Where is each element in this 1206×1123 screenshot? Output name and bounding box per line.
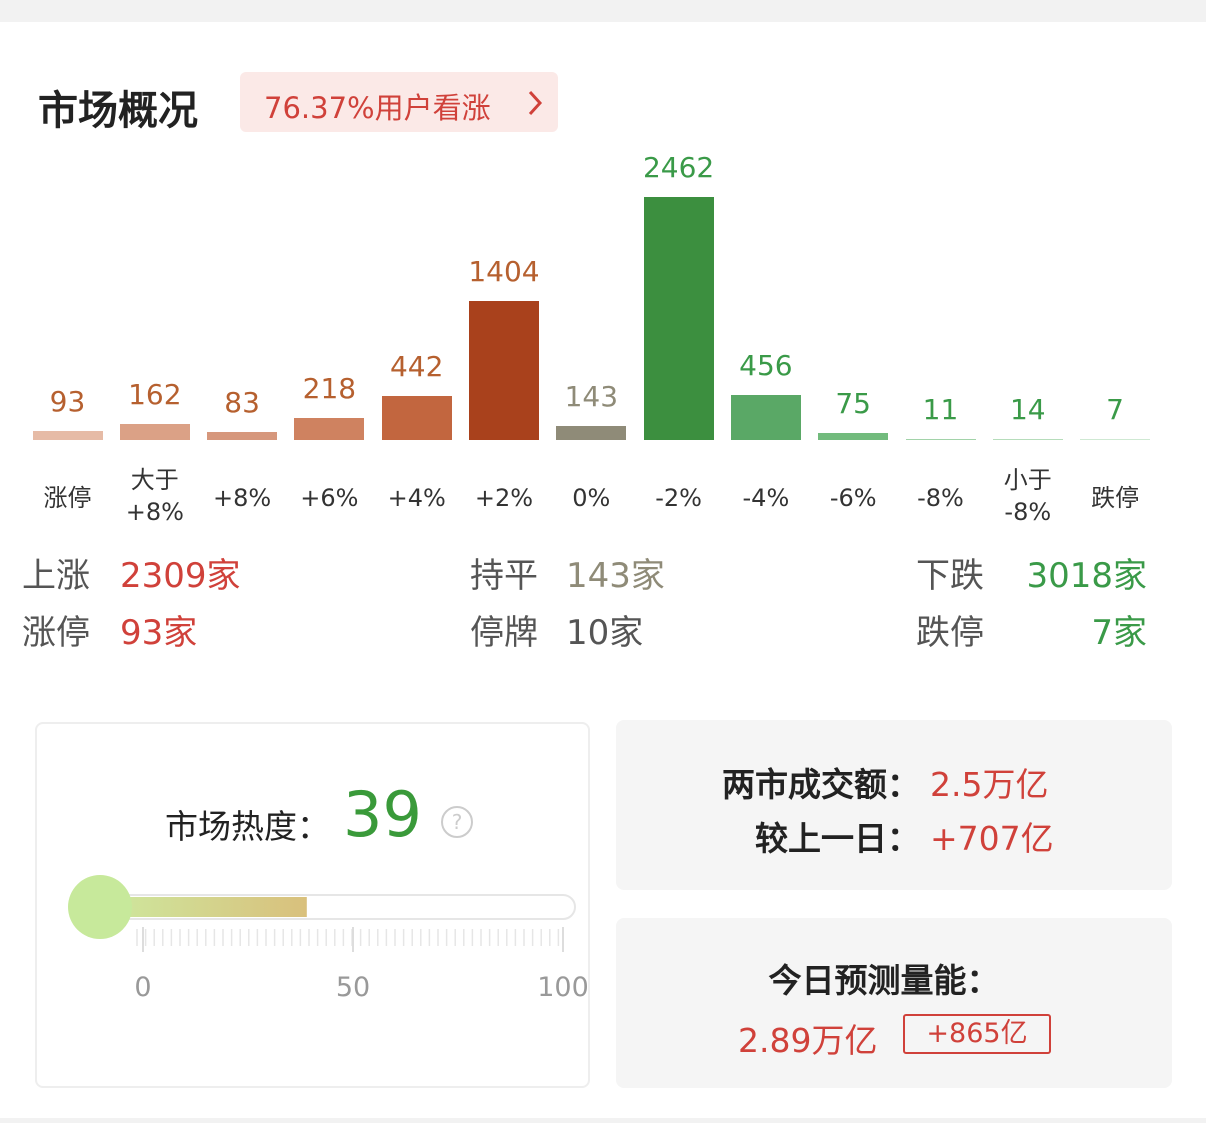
heat-value: 39 xyxy=(343,778,422,851)
bar xyxy=(556,425,627,440)
bar xyxy=(1080,439,1151,441)
forecast-change: +865亿 xyxy=(903,1014,1051,1054)
stat-label: 涨停 xyxy=(22,613,90,653)
category-label: +6% xyxy=(300,484,359,512)
forecast-card: 今日预测量能： 2.89万亿 +865亿 xyxy=(616,918,1172,1088)
bar xyxy=(905,438,976,440)
category-label: +4% xyxy=(387,484,446,512)
value-label: 456 xyxy=(739,348,793,382)
card: 市场概况 76.37%用户看涨 93 涨停 162 大于 +8% 83 +8% 218 +6%… xyxy=(0,22,1206,1118)
badge-text: 76.37%用户看涨 xyxy=(264,91,491,125)
stat-label: 上涨 xyxy=(22,556,90,596)
bar xyxy=(32,430,103,440)
turnover-value: 2.5万亿 xyxy=(930,765,1049,804)
value-label: 7 xyxy=(1106,393,1124,427)
value-label: 14 xyxy=(1009,392,1046,426)
category-label: -8% xyxy=(917,484,964,512)
forecast-value: 2.89万亿 xyxy=(738,1021,878,1060)
bar xyxy=(119,424,190,440)
stat-value: 143家 xyxy=(566,556,665,596)
bar xyxy=(294,418,365,440)
category-label: -6% xyxy=(829,484,877,512)
turnover-label: 两市成交额： xyxy=(722,765,920,804)
distribution-chart: 93 涨停 162 大于 +8% 83 +8% 218 +6% 442 +4% 1404 +2% 143… xyxy=(0,22,1206,562)
value-label: 83 xyxy=(224,385,260,419)
category-label: 小于 -8% xyxy=(1003,466,1052,526)
value-label: 1404 xyxy=(468,255,540,289)
bar xyxy=(730,394,801,440)
stat-value: 2309家 xyxy=(120,556,241,596)
stat-value: 10家 xyxy=(566,613,644,653)
value-label: 11 xyxy=(922,392,959,426)
value-label: 75 xyxy=(835,386,871,420)
stat-label: 下跌 xyxy=(916,556,984,596)
category-label: 大于 +8% xyxy=(125,466,184,526)
gauge-knob xyxy=(68,875,132,939)
heat-label: 市场热度： xyxy=(165,807,330,846)
chevron xyxy=(528,90,543,116)
bar xyxy=(643,197,714,440)
bar xyxy=(469,301,539,440)
value-label: 143 xyxy=(564,379,619,413)
stat-label: 持平 xyxy=(470,556,538,596)
bar xyxy=(992,438,1063,440)
heat-gauge: 0 50 100 xyxy=(68,875,588,1003)
category-label: -4% xyxy=(742,484,790,512)
category-label: 跌停 xyxy=(1091,484,1140,512)
change-label: 较上一日： xyxy=(755,819,920,858)
help-icon[interactable]: ? xyxy=(439,804,475,840)
category-label: 涨停 xyxy=(43,484,92,512)
svg-text:?: ? xyxy=(452,810,463,834)
bar xyxy=(818,432,889,440)
category-label: +8% xyxy=(213,484,272,512)
tick-label: 50 xyxy=(336,972,370,1003)
gauge-fill xyxy=(97,897,307,917)
category-label: +2% xyxy=(474,484,534,512)
category-label: -2% xyxy=(655,484,702,512)
stat-label: 跌停 xyxy=(916,613,984,653)
tick-label: 100 xyxy=(537,972,588,1003)
bar xyxy=(381,396,452,440)
value-label: 93 xyxy=(49,384,86,418)
stats: 上涨 2309家 涨停 93家 持平 143家 停牌 10家 下跌 3018家 跌停 7家 xyxy=(0,22,1206,662)
category-label: 0% xyxy=(572,484,611,512)
title: 市场概况 xyxy=(38,88,198,134)
stat-label: 停牌 xyxy=(470,613,538,653)
value-label: 218 xyxy=(302,372,357,406)
turnover-card: 两市成交额： 2.5万亿 较上一日： +707亿 xyxy=(616,720,1172,890)
change-value: +707亿 xyxy=(930,819,1054,858)
bar xyxy=(207,431,278,440)
value-label: 2462 xyxy=(642,151,715,184)
heat-card: 市场热度： 39 ? 0 50 100 xyxy=(35,722,590,1088)
value-label: 162 xyxy=(128,378,182,411)
value-label: 442 xyxy=(389,350,444,384)
stat-value: 7家 xyxy=(1091,613,1147,653)
forecast-label: 今日预测量能： xyxy=(768,961,1000,1000)
stat-value: 3018家 xyxy=(1026,556,1147,596)
tick-label: 0 xyxy=(134,972,151,1003)
stat-value: 93家 xyxy=(120,613,198,653)
sentiment-badge[interactable]: 76.37%用户看涨 xyxy=(240,72,558,132)
